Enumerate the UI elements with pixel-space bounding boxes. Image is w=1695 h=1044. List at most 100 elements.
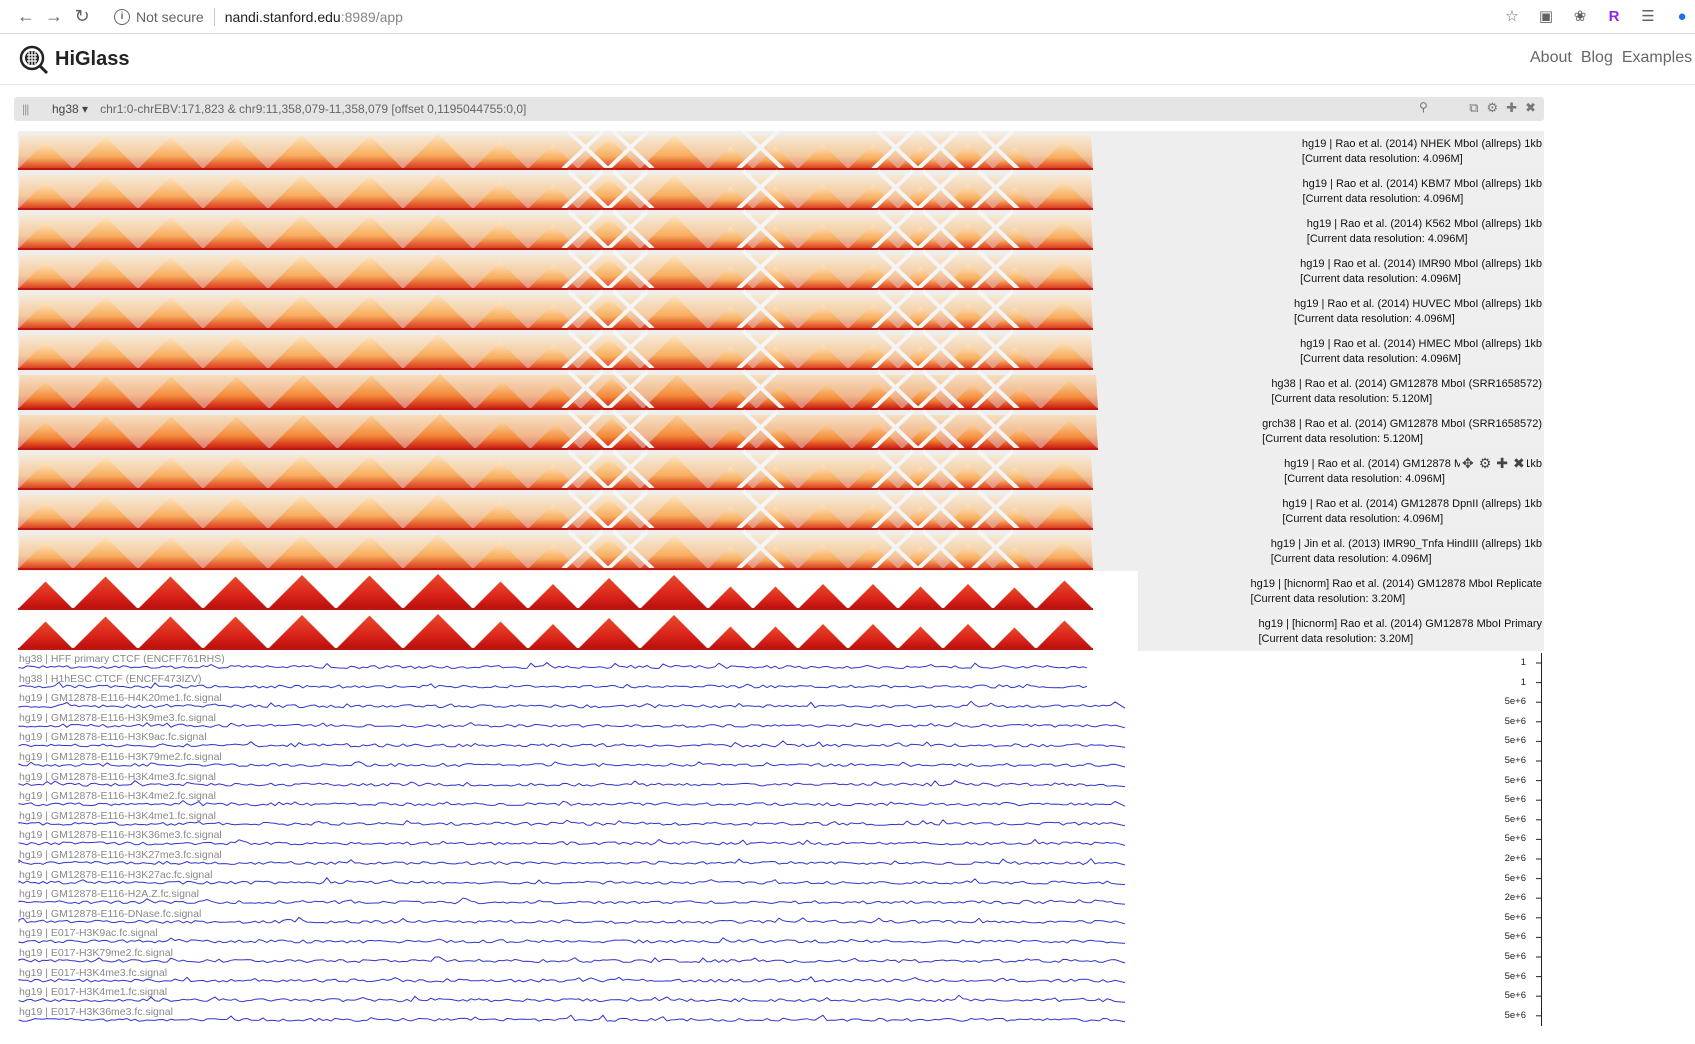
tad-triangle (73, 496, 138, 529)
heatmap-track[interactable] (18, 529, 1093, 571)
tad-triangle (993, 147, 1036, 169)
nav-examples-link[interactable]: Examples (1621, 49, 1693, 66)
extension-blue-icon[interactable]: ● (1677, 7, 1687, 25)
back-arrow-icon[interactable]: ← (17, 6, 35, 26)
tad-triangle (753, 506, 798, 529)
heatmap-track[interactable] (18, 369, 1098, 411)
tad-triangle (993, 227, 1036, 249)
gap-stripe (971, 369, 1015, 411)
genome-position-search[interactable]: chr1:0-chrEBV:171,823 & chr9:11,358,079-… (100, 102, 527, 116)
tad-triangle (138, 416, 204, 449)
reload-icon[interactable]: ↻ (74, 6, 90, 26)
gear-icon[interactable]: ⚙ (1486, 100, 1499, 115)
move-track-icon[interactable]: ✥ (1462, 455, 1474, 471)
tad-triangle (138, 456, 203, 489)
gap-stripe (606, 369, 650, 411)
address-bar[interactable]: i Not secure nandi.stanford.edu :8989/ap… (114, 3, 403, 31)
heatmap-track[interactable] (18, 409, 1098, 451)
tad-triangle (18, 261, 73, 289)
gap-stripe (611, 369, 655, 411)
gap-stripe (971, 529, 1015, 571)
extension-reader-icon[interactable]: ▣ (1538, 8, 1554, 25)
tad-triangle (997, 427, 1041, 449)
tad-triangle (798, 464, 848, 489)
heatmap-track[interactable] (18, 209, 1093, 251)
add-track-icon[interactable]: ✚ (1506, 100, 1518, 115)
gap-stripe (611, 209, 655, 251)
heatmap-resolution: [Current data resolution: 4.096M] (1301, 153, 1463, 165)
heatmap-track[interactable] (18, 449, 1093, 491)
gap-stripe (566, 329, 610, 371)
gap-stripe (976, 209, 1020, 251)
gap-stripe (976, 169, 1020, 211)
gap-stripe (611, 529, 655, 571)
close-track-icon[interactable]: ✖ (1513, 455, 1525, 471)
tad-triangle (753, 266, 798, 289)
line-track-label: hg19 | E017-H3K9ac.fc.signal (19, 927, 158, 940)
tad-triangle (798, 624, 848, 649)
signal-line (18, 740, 1126, 748)
nav-blog-link[interactable]: Blog (1580, 49, 1613, 66)
gap-stripe (976, 329, 1020, 371)
tad-triangle (1040, 420, 1098, 449)
heatmap-name: hg19 | Jin et al. (2013) IMR90_Tnfa Hind… (1270, 538, 1542, 550)
extension-r-icon[interactable]: R (1608, 7, 1620, 25)
add-series-icon[interactable]: ✚ (1496, 455, 1509, 471)
search-icon[interactable]: ⚲ (1419, 100, 1428, 114)
tad-triangle (1036, 220, 1093, 249)
logo[interactable]: HiGlass (19, 45, 129, 75)
line-track-label: hg19 | E017-H3K4me1.fc.signal (19, 986, 168, 999)
line-track-label: hg19 | GM12878-E116-H3K4me3.fc.signal (19, 770, 216, 783)
tad-triangle (528, 184, 578, 209)
gap-stripe (736, 289, 780, 331)
gap-stripe (741, 489, 785, 531)
heatmap-track[interactable] (18, 131, 1093, 171)
nav-about-link[interactable]: About (1530, 49, 1572, 66)
gap-stripe (871, 249, 915, 291)
heatmap-resolution: [Current data resolution: 4.096M] (1282, 513, 1444, 525)
tad-triangle (578, 618, 640, 649)
gap-stripe (971, 249, 1015, 291)
close-view-icon[interactable]: ✖ (1525, 100, 1536, 115)
drag-handle-icon[interactable]: ||| (22, 102, 29, 116)
line-tracks[interactable] (0, 650, 1695, 1040)
forward-arrow-icon[interactable]: → (45, 6, 63, 26)
bookmark-star-icon[interactable]: ☆ (1505, 8, 1519, 25)
heatmap-track[interactable] (18, 489, 1093, 531)
gap-stripe (736, 169, 780, 211)
gap-stripe (741, 289, 785, 331)
heatmap-track[interactable] (18, 169, 1093, 211)
extension-wave-icon[interactable]: ❀ (1573, 8, 1587, 25)
info-icon[interactable]: i (114, 8, 130, 25)
tad-triangle (848, 544, 898, 569)
copy-view-icon[interactable]: ⧉ (1469, 100, 1479, 115)
gap-stripe (561, 449, 605, 491)
gap-stripe (916, 449, 960, 491)
track-config-gear-icon[interactable]: ⚙ (1478, 455, 1492, 471)
heatmap-track[interactable] (18, 289, 1093, 331)
line-track-label: hg19 | GM12878-E116-H3K79me2.fc.signal (19, 751, 222, 763)
tad-triangle (473, 461, 528, 489)
heatmap-track[interactable] (18, 249, 1093, 291)
heatmap-tracks[interactable] (18, 131, 1558, 661)
extension-list-icon[interactable]: ☰ (1641, 8, 1655, 25)
tad-triangle (1036, 580, 1093, 609)
tad-triangle (578, 258, 640, 289)
gap-stripe (736, 529, 780, 571)
tad-triangle (268, 215, 336, 249)
tad-triangle (203, 376, 270, 409)
tad-triangle (203, 456, 268, 489)
tad-triangle (73, 376, 139, 409)
tad-triangle (268, 615, 336, 649)
heatmap-track[interactable] (18, 611, 1138, 651)
tad-triangle (138, 296, 203, 329)
gap-stripe (921, 289, 965, 331)
heatmap-track[interactable] (18, 329, 1093, 371)
assembly-select[interactable]: hg38 ▾ (52, 102, 89, 116)
tad-triangle (578, 458, 640, 489)
gap-stripe (971, 209, 1015, 251)
line-track-label: hg19 | E017-H3K4me3.fc.signal (19, 966, 168, 979)
tad-triangle (993, 307, 1036, 329)
heatmap-track[interactable] (18, 571, 1138, 611)
tad-triangle (203, 576, 268, 609)
